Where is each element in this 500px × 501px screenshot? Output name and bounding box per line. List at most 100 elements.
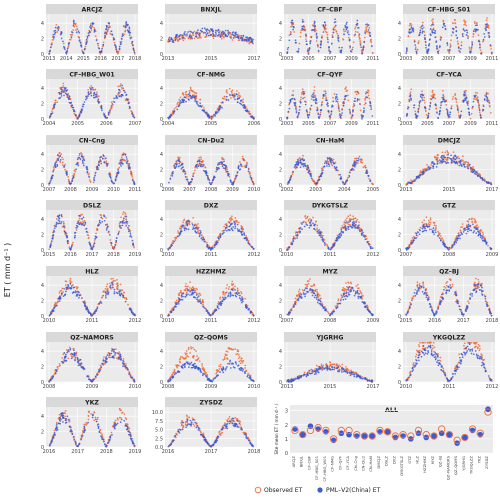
data-point (234, 217, 237, 219)
data-point (99, 158, 102, 161)
data-point (250, 178, 253, 181)
x-tick-label: 2013 (162, 56, 175, 62)
data-point (227, 33, 230, 36)
data-point (213, 113, 216, 116)
data-point (340, 228, 343, 231)
data-point (335, 93, 338, 96)
x-tick-label: 2012 (367, 252, 380, 258)
data-point (487, 244, 489, 247)
data-point (119, 83, 122, 85)
data-point (312, 24, 315, 27)
data-point (291, 243, 293, 246)
data-point (232, 37, 235, 39)
data-point (210, 249, 212, 251)
data-point (62, 42, 65, 45)
data-point (97, 98, 100, 101)
data-point (239, 37, 242, 39)
data-point (478, 109, 481, 111)
data-point (227, 31, 230, 33)
data-point (184, 37, 186, 40)
data-point (115, 237, 118, 239)
data-point (98, 47, 101, 50)
data-point (414, 110, 417, 113)
data-point (89, 87, 92, 90)
data-point (442, 160, 445, 163)
data-point (249, 176, 252, 178)
data-point (66, 173, 68, 176)
data-point (364, 31, 366, 34)
data-point (351, 164, 354, 167)
data-point (247, 170, 250, 173)
data-point (419, 99, 422, 102)
data-point (337, 107, 340, 110)
data-point (486, 100, 489, 103)
data-point (362, 48, 364, 51)
data-point (91, 247, 93, 250)
data-point (319, 174, 322, 177)
data-point (72, 176, 75, 178)
data-point (423, 219, 425, 221)
data-point (213, 246, 216, 248)
data-point (421, 90, 423, 93)
data-point (105, 160, 108, 163)
data-point (117, 169, 119, 171)
data-point (60, 221, 63, 223)
data-point (81, 155, 84, 158)
data-point (437, 230, 439, 233)
data-point (428, 43, 431, 45)
x-tick-label: 2010 (162, 252, 175, 258)
data-point (429, 102, 432, 105)
data-point (93, 240, 96, 242)
data-point (410, 31, 413, 33)
data-point (439, 106, 442, 109)
data-point (207, 115, 209, 118)
data-point (184, 173, 186, 175)
data-point (58, 91, 61, 94)
data-point (70, 31, 73, 33)
data-point (121, 162, 124, 165)
data-point (101, 109, 103, 112)
data-point (198, 33, 200, 36)
data-point (234, 95, 236, 97)
data-point (112, 247, 114, 249)
data-point (354, 226, 356, 229)
data-point (337, 37, 339, 39)
panel-strip (165, 69, 257, 79)
x-tick-label: 2008 (205, 187, 218, 193)
data-point (66, 240, 69, 243)
data-point (114, 178, 117, 180)
data-point (249, 174, 252, 177)
data-point (429, 38, 431, 40)
data-point (222, 229, 225, 232)
data-point (99, 160, 102, 162)
data-point (355, 162, 357, 164)
x-tick-label: 2009 (464, 56, 477, 62)
data-point (235, 90, 238, 92)
y-tick-label: 2 (160, 168, 163, 174)
data-point (129, 107, 131, 109)
data-point (419, 226, 422, 229)
data-point (309, 224, 312, 227)
data-point (364, 238, 367, 241)
data-point (236, 228, 239, 230)
data-point (320, 36, 323, 39)
data-point (73, 22, 75, 24)
data-point (369, 245, 372, 248)
data-point (105, 32, 108, 35)
data-point (51, 240, 53, 242)
data-point (460, 110, 463, 113)
data-point (221, 162, 223, 165)
data-point (425, 113, 428, 116)
data-point (190, 31, 193, 33)
data-point (463, 91, 466, 94)
x-tick-label: 2011 (324, 252, 337, 258)
data-point (225, 90, 228, 93)
data-point (324, 30, 327, 33)
data-point (443, 22, 446, 25)
data-point (113, 101, 116, 103)
data-point (430, 98, 433, 101)
